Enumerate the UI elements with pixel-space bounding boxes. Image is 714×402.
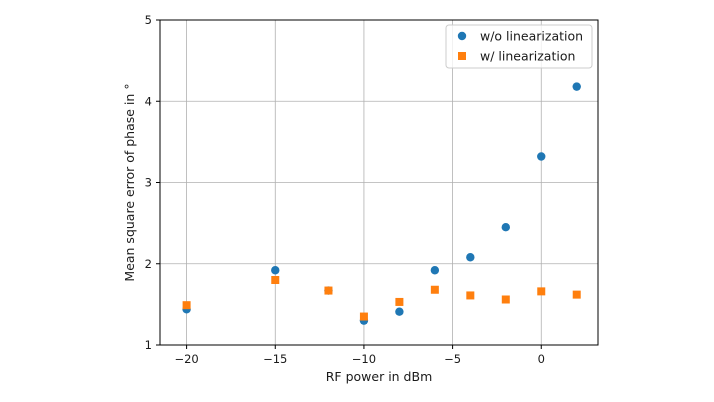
y-tick-label: 3 [145,176,152,190]
data-point-square [182,301,191,310]
x-tick-label: −15 [263,352,287,366]
axis-ticks: −20 −15 −10 −5 0 1 2 3 4 5 [145,13,545,366]
data-point-circle [572,82,581,91]
data-point-circle [395,307,404,316]
data-point-square [324,286,333,295]
y-tick-label: 1 [145,338,152,352]
data-point-square [537,287,546,296]
data-point-square [430,285,439,294]
x-tick-label: −5 [444,352,461,366]
legend-marker-square [458,52,466,60]
y-tick-label: 5 [145,13,152,27]
x-tick-label: −20 [174,352,198,366]
y-tick-label: 4 [145,94,152,108]
legend-marker-circle [457,31,467,41]
data-point-square [271,276,280,284]
data-point-square [466,291,475,300]
data-point-circle [501,222,510,232]
legend-box [445,24,593,69]
x-tick-label: −10 [352,352,376,366]
legend-entry-label: w/ linearization [480,49,575,64]
data-point-square [359,312,368,321]
x-axis-label: RF power in dBm [326,369,433,384]
grid [160,19,598,346]
data-point-square [501,295,510,304]
data-points [182,82,581,325]
y-tick-label: 2 [145,257,152,271]
data-point-square [572,290,581,299]
data-point-square [395,297,404,306]
y-axis-label: Mean square error of phase in ° [122,83,137,281]
data-point-circle [466,253,475,262]
data-point-circle [537,152,546,161]
legend-entry-label: w/o linearization [480,29,583,44]
data-point-circle [430,266,440,275]
data-point-circle [271,266,280,275]
legend: w/o linearization w/ linearization [445,24,593,69]
x-tick-label: 0 [538,352,545,366]
